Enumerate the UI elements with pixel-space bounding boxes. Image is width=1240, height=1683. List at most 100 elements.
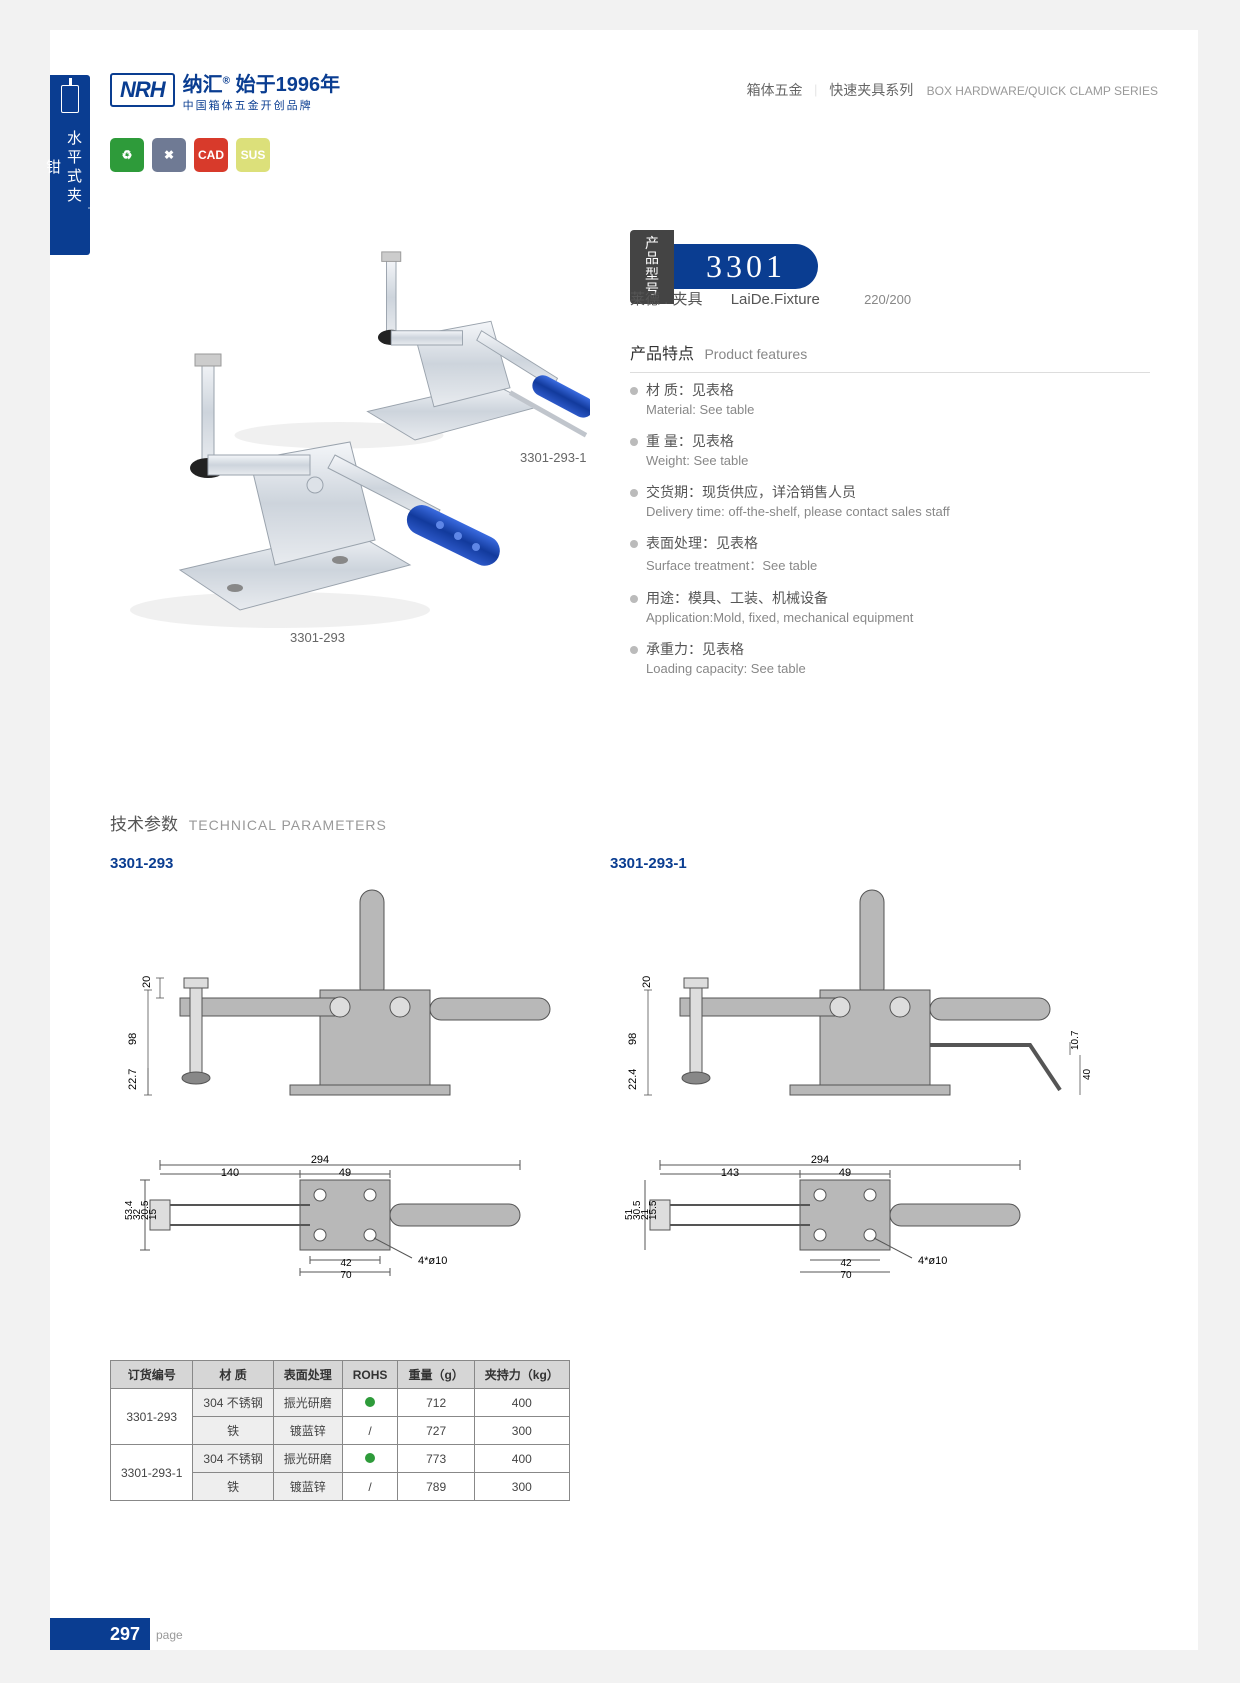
svg-text:10.7: 10.7 xyxy=(1070,1030,1081,1050)
feature-en: Loading capacity: See table xyxy=(646,661,1150,676)
spec-code: 3301-293-1 xyxy=(111,1445,193,1501)
dim-topgap: 20 xyxy=(141,976,153,988)
drawing-label-right: 3301-293-1 xyxy=(610,855,687,872)
spec-weight: 712 xyxy=(398,1389,474,1417)
badge-3: SUS xyxy=(236,138,270,172)
brand-sub: 中国箱体五金开创品牌 xyxy=(183,97,340,113)
spec-material: 304 不锈钢 xyxy=(193,1389,273,1417)
features-list: 材 质：见表格 Material: See table 重 量：见表格 Weight:… xyxy=(630,380,1150,690)
badge-1: ✖ xyxy=(152,138,186,172)
spec-rohs xyxy=(342,1389,398,1417)
spec-th: 夹持力（kg） xyxy=(474,1361,569,1389)
header-cat-cn2: 快速夹具系列 xyxy=(829,82,913,98)
spec-th: 重量（g） xyxy=(398,1361,474,1389)
spec-th: 订货编号 xyxy=(111,1361,193,1389)
feature-cn: 承重力：见表格 xyxy=(630,639,1150,659)
svg-text:15.5: 15.5 xyxy=(648,1200,659,1220)
header-category: 箱体五金 ｜ 快速夹具系列 BOX HARDWARE/QUICK CLAMP S… xyxy=(747,80,1158,100)
logo-text: 纳汇® 始于1996年 中国箱体五金开创品牌 xyxy=(183,68,340,113)
product-number: 3301 xyxy=(674,244,818,289)
tech-heading-cn: 技术参数 xyxy=(110,815,178,834)
feature-item: 材 质：见表格 Material: See table xyxy=(630,380,1150,417)
dim-total: 294 xyxy=(311,1154,329,1166)
spec-weight: 773 xyxy=(398,1445,474,1473)
feature-en: Delivery time: off-the-shelf, please con… xyxy=(646,504,1150,519)
drawing-label-left: 3301-293 xyxy=(110,855,173,872)
feature-item: 用途：模具、工装、机械设备 Application:Mold, fixed, me… xyxy=(630,588,1150,625)
product-name-cn: 莱德 . 夹具 xyxy=(630,291,703,308)
side-tab-en: Horizontal clamp xyxy=(88,127,98,217)
spec-force: 400 xyxy=(474,1445,569,1473)
feature-item: 表面处理：见表格 Surface treatment：See table xyxy=(630,533,1150,574)
spec-material: 铁 xyxy=(193,1473,273,1501)
side-tab-cn: 水平式夹钳 xyxy=(42,123,84,213)
feature-en: Weight: See table xyxy=(646,453,1150,468)
page-number: 297 xyxy=(50,1618,150,1650)
clamp-photo-svg xyxy=(110,200,590,650)
dim-th4: 15 xyxy=(148,1208,159,1220)
spec-rohs xyxy=(342,1445,398,1473)
brand-cn: 纳汇 xyxy=(183,74,223,96)
feature-en: Material: See table xyxy=(646,402,1150,417)
spec-table: 订货编号材 质表面处理ROHS重量（g）夹持力（kg）3301-293304 不… xyxy=(110,1360,570,1501)
table-row: 3301-293-1304 不锈钢振光研磨773400 xyxy=(111,1445,570,1473)
spec-material: 304 不锈钢 xyxy=(193,1445,273,1473)
spec-surface: 振光研磨 xyxy=(273,1389,342,1417)
spec-material: 铁 xyxy=(193,1417,273,1445)
svg-text:70: 70 xyxy=(840,1270,852,1281)
badge-0: ♻ xyxy=(110,138,144,172)
feature-item: 承重力：见表格 Loading capacity: See table xyxy=(630,639,1150,676)
since-text: 始于1996年 xyxy=(236,74,341,96)
spec-force: 300 xyxy=(474,1417,569,1445)
feature-item: 交货期：现货供应，详洽销售人员 Delivery time: off-the-sh… xyxy=(630,482,1150,519)
spec-rohs: / xyxy=(342,1417,398,1445)
dim-hw: 42 xyxy=(340,1258,352,1269)
badge-2: CAD xyxy=(194,138,228,172)
svg-text:40: 40 xyxy=(1082,1068,1093,1080)
spec-force: 400 xyxy=(474,1389,569,1417)
features-heading-en: Product features xyxy=(704,346,807,362)
feature-cn: 表面处理：见表格 xyxy=(630,533,1150,553)
spec-th: ROHS xyxy=(342,1361,398,1389)
feature-cn: 用途：模具、工装、机械设备 xyxy=(630,588,1150,608)
page-header: NRH 纳汇® 始于1996年 中国箱体五金开创品牌 箱体五金 ｜ 快速夹具系列… xyxy=(110,60,1158,120)
feature-en: Surface treatment：See table xyxy=(646,555,1150,574)
product-sizes: 220/200 xyxy=(864,292,911,307)
page-label: page xyxy=(156,1628,183,1642)
product-name-en: LaiDe.Fixture xyxy=(731,291,820,308)
tech-drawing-left: 98 20 22.7 294 140 49 53.4 32 20.5 15 42… xyxy=(100,880,580,1340)
photo-label-a: 3301-293-1 xyxy=(520,450,587,465)
svg-text:42: 42 xyxy=(840,1258,852,1269)
tech-heading-en: TECHNICAL PARAMETERS xyxy=(189,817,387,833)
logo-block: NRH 纳汇® 始于1996年 中国箱体五金开创品牌 xyxy=(110,68,340,113)
side-category-tab: 水平式夹钳 Horizontal clamp xyxy=(50,75,90,255)
feature-cn: 交货期：现货供应，详洽销售人员 xyxy=(630,482,1150,502)
svg-text:22.4: 22.4 xyxy=(627,1069,639,1090)
clamp-icon xyxy=(61,85,79,113)
spec-force: 300 xyxy=(474,1473,569,1501)
svg-text:4*ø10: 4*ø10 xyxy=(918,1255,947,1267)
svg-text:98: 98 xyxy=(627,1033,639,1045)
feature-cn: 重 量：见表格 xyxy=(630,431,1150,451)
svg-text:294: 294 xyxy=(811,1154,829,1166)
spec-th: 表面处理 xyxy=(273,1361,342,1389)
feature-en: Application:Mold, fixed, mechanical equi… xyxy=(646,610,1150,625)
svg-text:20: 20 xyxy=(641,976,653,988)
product-subtitle: 莱德 . 夹具 LaiDe.Fixture 220/200 xyxy=(630,288,911,309)
dim-hw2: 70 xyxy=(340,1270,352,1281)
dim-hole: 4*ø10 xyxy=(418,1255,447,1267)
dim-l2: 49 xyxy=(339,1167,351,1179)
product-photo-area: 3301-293-1 3301-293 xyxy=(110,200,590,650)
tech-heading: 技术参数 TECHNICAL PARAMETERS xyxy=(110,810,387,835)
feature-cn: 材 质：见表格 xyxy=(630,380,1150,400)
badge-row: ♻✖CADSUS xyxy=(110,138,270,172)
spec-th: 材 质 xyxy=(193,1361,273,1389)
header-cat-cn1: 箱体五金 xyxy=(747,82,803,98)
svg-text:49: 49 xyxy=(839,1167,851,1179)
dim-h: 98 xyxy=(127,1033,139,1045)
spec-surface: 振光研磨 xyxy=(273,1445,342,1473)
spec-rohs: / xyxy=(342,1473,398,1501)
header-cat-en: BOX HARDWARE/QUICK CLAMP SERIES xyxy=(927,84,1158,98)
dim-bot: 22.7 xyxy=(127,1069,139,1090)
table-row: 3301-293304 不锈钢振光研磨712400 xyxy=(111,1389,570,1417)
